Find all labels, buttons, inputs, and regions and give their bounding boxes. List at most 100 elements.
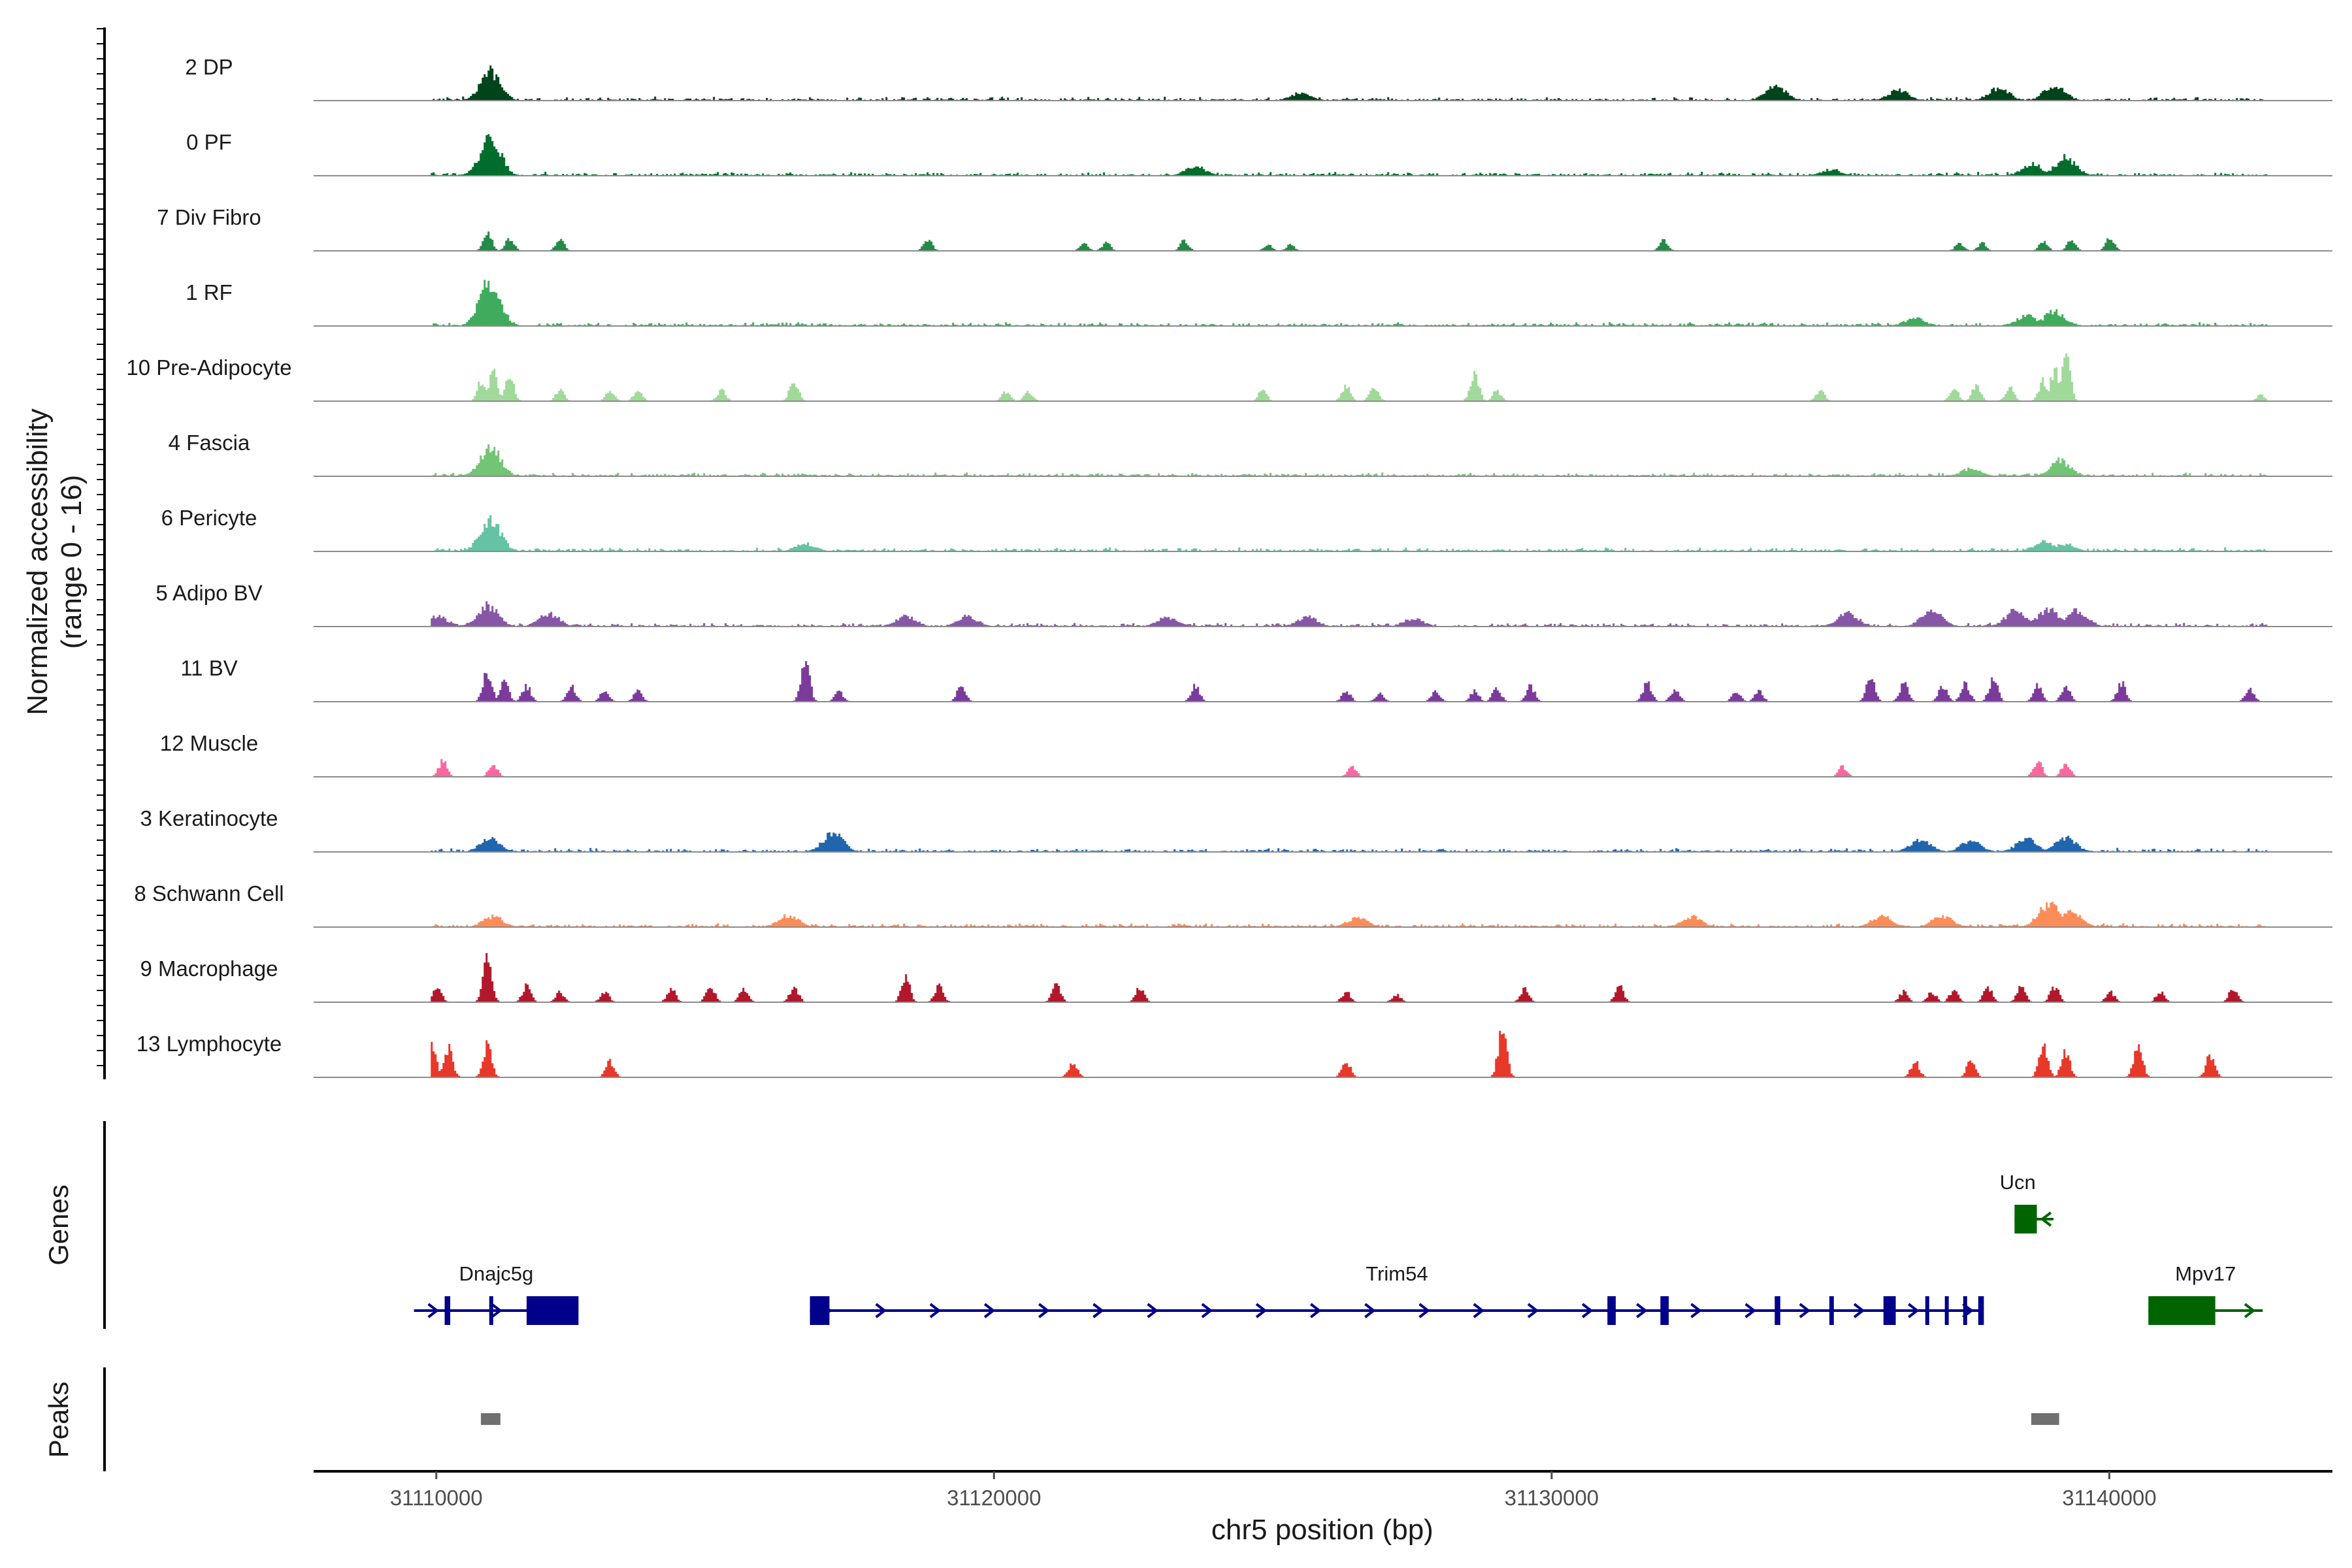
track-13-lymphocyte: 13 Lymphocyte xyxy=(137,1030,2332,1078)
track-label: 3 Keratinocyte xyxy=(140,806,278,830)
gene-ucn: Ucn xyxy=(2000,1171,2054,1233)
track-label: 10 Pre-Adipocyte xyxy=(126,355,291,380)
track-2-dp: 2 DP xyxy=(185,55,2332,101)
track-label: 11 BV xyxy=(180,656,237,680)
gene-strand-arrow xyxy=(1310,1303,1322,1318)
track-label: 1 RF xyxy=(186,280,233,304)
track-label: 9 Macrophage xyxy=(140,956,278,981)
track-signal xyxy=(431,134,2268,176)
x-tick-label: 31110000 xyxy=(390,1486,483,1510)
track-label: 2 DP xyxy=(185,55,233,79)
gene-strand-arrow xyxy=(427,1303,439,1318)
track-label: 0 PF xyxy=(186,130,232,154)
track-signal xyxy=(476,661,2262,702)
x-tick-label: 31120000 xyxy=(947,1486,1041,1510)
track-label: 6 Pericyte xyxy=(161,506,257,530)
gene-exon xyxy=(1963,1296,1967,1325)
gene-exon xyxy=(1978,1296,1984,1325)
gene-label: Trim54 xyxy=(1365,1262,1428,1285)
track-label: 7 Div Fibro xyxy=(157,205,261,229)
track-12-muscle: 12 Muscle xyxy=(160,731,2332,777)
gene-strand-arrow xyxy=(1908,1303,1919,1318)
gene-label: Mpv17 xyxy=(2175,1262,2236,1285)
gene-strand-arrow xyxy=(1364,1303,1376,1318)
track-8-schwann-cell: 8 Schwann Cell xyxy=(134,881,2332,928)
track-signal xyxy=(433,444,2268,476)
gene-exon xyxy=(809,1296,830,1325)
track-signal xyxy=(433,280,2268,326)
x-tick-label: 31130000 xyxy=(1505,1486,1599,1510)
gene-strand-arrow xyxy=(1147,1303,1159,1318)
gene-exon xyxy=(489,1296,493,1325)
gene-strand-arrow xyxy=(1690,1303,1702,1318)
gene-exon xyxy=(2014,1205,2037,1233)
gene-strand-arrow xyxy=(983,1303,996,1318)
track-signal xyxy=(434,515,2268,551)
genes-panel: Ucn Dnajc5g Trim54 Mpv17 xyxy=(414,1171,2263,1325)
track-signal xyxy=(431,1030,2223,1077)
gene-strand-arrow xyxy=(1418,1303,1430,1318)
gene-trim54: Trim54 xyxy=(809,1262,1984,1325)
gene-strand-arrow xyxy=(1799,1303,1811,1318)
track-label: 8 Schwann Cell xyxy=(134,881,284,906)
track-signal xyxy=(433,759,2078,777)
track-label: 4 Fascia xyxy=(169,431,250,455)
track-signal xyxy=(470,353,2268,401)
gene-strand-arrow xyxy=(1038,1303,1050,1318)
gene-exon xyxy=(1774,1296,1780,1325)
gene-exon xyxy=(1925,1296,1929,1325)
y-axis-range: (range 0 - 16) xyxy=(56,475,88,649)
track-3-keratinocyte: 3 Keratinocyte xyxy=(140,806,2332,853)
peak-region xyxy=(2031,1413,2059,1425)
gene-exon xyxy=(1944,1296,1949,1325)
gene-exon xyxy=(1829,1296,1834,1325)
gene-strand-arrow xyxy=(1201,1303,1213,1318)
gene-exon xyxy=(527,1296,579,1325)
gene-exon xyxy=(444,1296,451,1325)
peaks-panel-title: Peaks xyxy=(43,1382,74,1458)
gene-strand-arrow xyxy=(1582,1303,1593,1318)
track-4-fascia: 4 Fascia xyxy=(169,431,2332,477)
coverage-panel: 2 DP 0 PF 7 Div Fibro 1 RF 10 Pre-Adipocyte 4… xyxy=(126,55,2332,1078)
gene-strand-arrow xyxy=(1092,1303,1104,1318)
track-signal xyxy=(433,65,2264,101)
track-7-div-fibro: 7 Div Fibro xyxy=(157,205,2332,252)
gene-strand-arrow xyxy=(1636,1303,1648,1318)
track-6-pericyte: 6 Pericyte xyxy=(161,506,2332,552)
gene-exon xyxy=(2148,1296,2215,1325)
coverage-y-axis xyxy=(97,27,106,1079)
gene-strand-arrow xyxy=(875,1303,887,1318)
track-label: 5 Adipo BV xyxy=(155,581,262,605)
track-signal xyxy=(431,601,2268,627)
track-signal xyxy=(431,953,2244,1002)
track-11-bv: 11 BV xyxy=(180,656,2332,702)
gene-strand-arrow xyxy=(491,1303,502,1318)
x-tick-label: 31140000 xyxy=(2062,1486,2156,1510)
gene-strand-arrow xyxy=(1255,1303,1267,1318)
gene-strand-arrow xyxy=(929,1303,941,1318)
track-label: 12 Muscle xyxy=(160,731,258,755)
peaks-panel xyxy=(481,1413,2059,1425)
gene-label: Ucn xyxy=(2000,1171,2036,1194)
x-axis: 31110000 31120000 31130000 31140000 xyxy=(314,1470,2332,1510)
gene-strand-arrow xyxy=(1853,1303,1865,1318)
gene-strand-arrow xyxy=(1744,1303,1757,1318)
x-axis-title: chr5 position (bp) xyxy=(1211,1514,1433,1546)
gene-exon xyxy=(1660,1296,1669,1325)
track-9-macrophage: 9 Macrophage xyxy=(140,953,2332,1003)
gene-strand-arrow xyxy=(1527,1303,1539,1318)
gene-exon xyxy=(1883,1296,1896,1325)
gene-strand-arrow xyxy=(1473,1303,1485,1318)
track-signal xyxy=(431,832,2268,852)
gene-strand-arrow xyxy=(2040,1211,2052,1227)
track-5-adipo-bv: 5 Adipo BV xyxy=(155,581,2332,627)
track-10-pre-adipocyte: 10 Pre-Adipocyte xyxy=(126,353,2332,402)
gene-mpv17: Mpv17 xyxy=(2148,1262,2263,1325)
genes-panel-title: Genes xyxy=(43,1184,74,1266)
gene-dnajc5g: Dnajc5g xyxy=(414,1262,579,1325)
y-axis-title: Normalized accessibility xyxy=(22,408,54,715)
track-0-pf: 0 PF xyxy=(186,130,2332,176)
gene-strand-arrow xyxy=(2244,1303,2256,1318)
track-signal xyxy=(433,902,2266,927)
